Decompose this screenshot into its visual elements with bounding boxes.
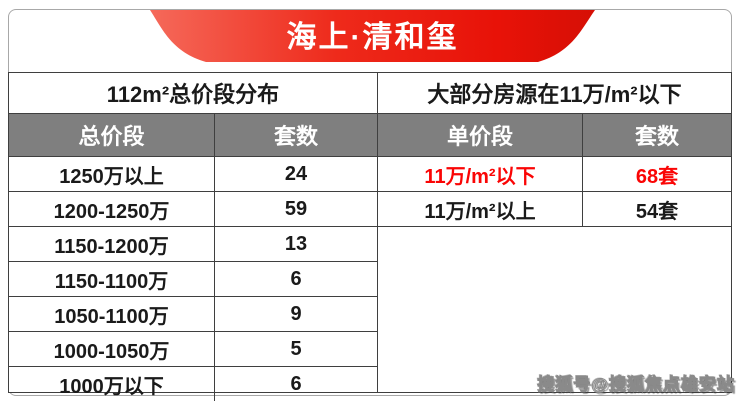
header-unit-price-range: 单价段 <box>446 124 513 149</box>
ribbon-shape-icon <box>150 10 595 62</box>
unit-count-cell: 6 <box>214 262 377 296</box>
tables-area: 112m²总价段分布 总价段 套数 1250万以上 24 1200-1250万 … <box>8 72 732 401</box>
unit-count-cell: 68套 <box>582 157 731 191</box>
price-range-cell: 1200-1250万 <box>53 200 170 223</box>
total-price-table-title: 112m²总价段分布 <box>106 82 280 107</box>
empty-table-area <box>378 226 731 392</box>
unit-count-cell: 54套 <box>582 192 731 226</box>
total-price-table: 112m²总价段分布 总价段 套数 1250万以上 24 1200-1250万 … <box>8 72 378 401</box>
title-banner: 海上·清和玺 <box>150 10 595 62</box>
table-row-highlighted: 11万/m²以下 68套 <box>378 156 731 191</box>
price-range-cell: 1150-1100万 <box>54 270 169 293</box>
price-range-cell: 1000-1050万 <box>53 340 170 363</box>
unit-count-cell: 13 <box>214 227 377 261</box>
table-row: 1050-1100万 9 <box>9 296 377 331</box>
table-row: 1000万以下 6 <box>9 366 377 401</box>
table-row: 1150-1100万 6 <box>9 261 377 296</box>
table-row: 1000-1050万 5 <box>9 331 377 366</box>
table-row: 1250万以上 24 <box>9 156 377 191</box>
unit-count-cell: 9 <box>214 297 377 331</box>
unit-price-range-cell: 11万/m²以下 <box>424 165 536 188</box>
unit-count-cell: 5 <box>214 332 377 366</box>
page-title: 海上·清和玺 <box>286 21 459 54</box>
price-range-cell: 1150-1200万 <box>54 235 169 258</box>
unit-count-cell: 24 <box>214 157 377 191</box>
unit-count-cell: 59 <box>214 192 377 226</box>
watermark: 搜狐号@搜狐焦点雄安站 <box>537 375 735 395</box>
header-price-range: 总价段 <box>78 124 145 149</box>
unit-price-range-cell: 11万/m²以上 <box>424 200 536 223</box>
header-unit-count: 套数 <box>214 114 377 156</box>
table-row: 1150-1200万 13 <box>9 226 377 261</box>
total-price-table-header-row: 总价段 套数 <box>9 113 377 156</box>
unit-price-table-header-row: 单价段 套数 <box>378 113 731 156</box>
price-range-cell: 1050-1100万 <box>54 305 169 328</box>
unit-price-table: 大部分房源在11万/m²以下 单价段 套数 11万/m²以下 68套 11万/m… <box>378 72 732 393</box>
header-unit-count: 套数 <box>582 114 731 156</box>
unit-price-table-title: 大部分房源在11万/m²以下 <box>427 82 682 107</box>
price-range-cell: 1250万以上 <box>59 165 164 188</box>
price-range-cell: 1000万以下 <box>59 375 164 398</box>
unit-count-cell: 6 <box>214 367 377 401</box>
table-row: 1200-1250万 59 <box>9 191 377 226</box>
table-row: 11万/m²以上 54套 <box>378 191 731 226</box>
